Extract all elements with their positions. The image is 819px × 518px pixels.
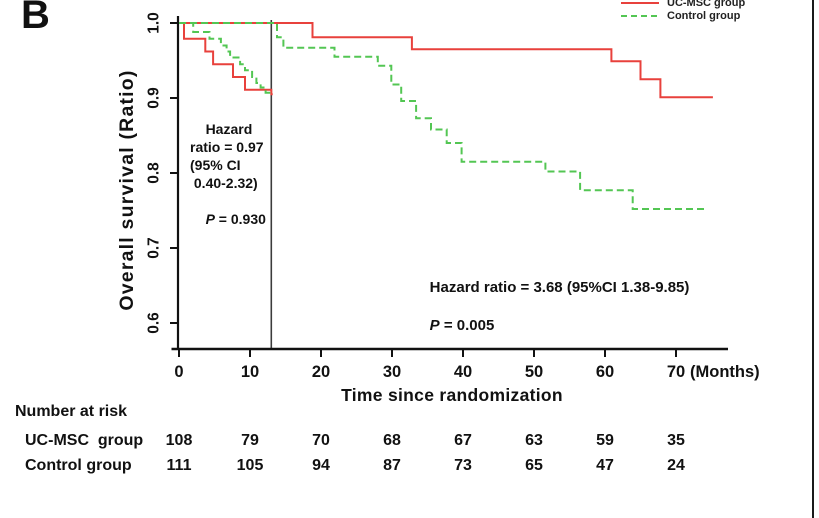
annotation-post-p-value: = 0.005 bbox=[439, 317, 495, 334]
y-tick-label: 0.7 bbox=[145, 237, 162, 259]
x-tick-label: 50 bbox=[525, 363, 543, 381]
annotation-pre-text: Hazard ratio = 0.97 (95% CI 0.40-2.32) bbox=[190, 121, 264, 191]
risk-count: 105 bbox=[236, 457, 264, 474]
legend-label-ucmsc: UC-MSC group bbox=[667, 0, 746, 9]
km-curve-pre-control bbox=[179, 22, 272, 94]
legend-item-ucmsc: UC-MSC group bbox=[621, 0, 745, 9]
figure-right-border bbox=[812, 0, 814, 518]
annotation-post-text: Hazard ratio = 3.68 (95%CI 1.38-9.85) bbox=[429, 279, 690, 296]
risk-count: 94 bbox=[312, 457, 330, 474]
x-tick-label: 30 bbox=[383, 363, 401, 381]
y-tick-label: 0.8 bbox=[145, 162, 162, 184]
risk-row-label-ucmsc: UC-MSC group bbox=[25, 432, 144, 449]
legend-item-control: Control group bbox=[621, 9, 745, 22]
panel-letter: B bbox=[21, 0, 50, 37]
annotation-pre-p-label: P bbox=[205, 211, 215, 227]
risk-row-values-ucmsc: 108 79 70 68 67 63 59 35 bbox=[0, 432, 819, 452]
risk-count: 65 bbox=[525, 457, 543, 474]
legend: UC-MSC group Control group bbox=[621, 0, 745, 22]
risk-count: 67 bbox=[454, 432, 472, 449]
risk-count: 59 bbox=[596, 432, 614, 449]
x-tick-label: 0 bbox=[174, 363, 183, 381]
risk-count: 87 bbox=[383, 457, 401, 474]
km-curve-post-control bbox=[179, 22, 707, 210]
km-plot-generated: 1.0 0.9 0.8 0.7 0.6 0 10 20 30 40 50 60 70 (Months) bbox=[145, 12, 759, 381]
y-tick-label: 0.9 bbox=[145, 87, 162, 109]
x-tick-label: 20 bbox=[312, 363, 330, 381]
y-axis-title: Overall survival (Ratio) bbox=[116, 69, 138, 310]
risk-table-title: Number at risk bbox=[15, 403, 128, 420]
y-tick-label: 0.6 bbox=[145, 312, 162, 334]
annotation-pre-landmark: Hazard ratio = 0.97 (95% CI 0.40-2.32) P… bbox=[190, 102, 266, 246]
x-axis-title: Time since randomization bbox=[341, 385, 563, 405]
annotation-post-p-label: P bbox=[429, 317, 440, 334]
annotation-pre-p-value: = 0.930 bbox=[214, 211, 266, 227]
risk-row-label-control: Control group bbox=[25, 457, 132, 474]
risk-count: 108 bbox=[165, 432, 193, 449]
x-axis-unit-label: (Months) bbox=[690, 363, 760, 381]
risk-count: 63 bbox=[525, 432, 543, 449]
legend-line-dashed-icon bbox=[621, 14, 659, 17]
x-tick-label: 60 bbox=[596, 363, 614, 381]
legend-line-solid-icon bbox=[621, 1, 659, 4]
annotation-post-landmark: Hazard ratio = 3.68 (95%CI 1.38-9.85) P … bbox=[413, 259, 690, 354]
risk-count: 73 bbox=[454, 457, 472, 474]
x-tick-label: 40 bbox=[454, 363, 472, 381]
legend-label-control: Control group bbox=[667, 9, 741, 22]
x-tick-label: 70 bbox=[667, 363, 685, 381]
km-curve-pre-ucmsc bbox=[179, 22, 273, 96]
risk-count: 70 bbox=[312, 432, 330, 449]
km-curve-post-ucmsc bbox=[179, 22, 713, 99]
risk-count: 68 bbox=[383, 432, 401, 449]
risk-row-values-control: 111 105 94 87 73 65 47 24 bbox=[0, 457, 819, 477]
y-tick-label: 1.0 bbox=[145, 12, 162, 34]
risk-count: 47 bbox=[596, 457, 614, 474]
risk-count: 111 bbox=[166, 457, 192, 474]
risk-count: 24 bbox=[667, 457, 685, 474]
risk-count: 79 bbox=[241, 432, 259, 449]
risk-count: 35 bbox=[667, 432, 685, 449]
x-tick-label: 10 bbox=[241, 363, 259, 381]
